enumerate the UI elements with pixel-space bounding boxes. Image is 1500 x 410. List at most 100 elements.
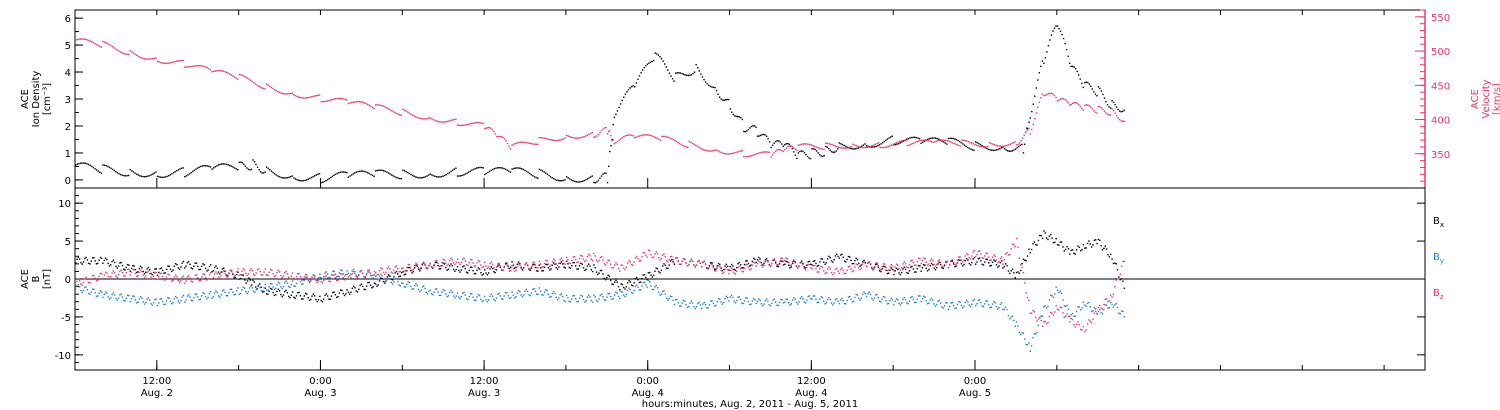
density-point: [1062, 37, 1065, 40]
bx-point: [402, 271, 404, 273]
bz-point: [108, 277, 111, 280]
velocity-point: [241, 74, 244, 77]
by-point: [282, 285, 285, 288]
density-point: [612, 123, 614, 126]
bx-point: [995, 264, 998, 266]
bz-point: [429, 262, 431, 265]
density-point: [859, 146, 861, 148]
velocity-point: [288, 93, 290, 95]
density-point: [426, 175, 428, 177]
bx-point: [443, 263, 446, 265]
bx-point: [333, 291, 335, 293]
velocity-point: [567, 135, 569, 137]
by-point: [872, 299, 874, 301]
bx-point: [272, 291, 274, 294]
by-point: [967, 301, 969, 303]
density-point: [1097, 86, 1100, 88]
bz-point: [1108, 300, 1111, 302]
bz-point: [398, 270, 400, 273]
bx-point: [745, 260, 747, 262]
by-point: [100, 291, 103, 293]
by-point: [307, 279, 309, 282]
bx-point: [1006, 264, 1008, 267]
bx-point: [132, 264, 134, 267]
velocity-point: [1040, 97, 1042, 99]
velocity-point: [551, 139, 553, 141]
velocity-point: [825, 142, 827, 144]
density-point: [715, 89, 718, 92]
velocity-point: [778, 148, 780, 151]
by-point: [887, 302, 890, 305]
bx-point: [256, 288, 258, 290]
bx-point: [376, 285, 378, 287]
density-point: [193, 169, 196, 171]
bz-point: [102, 277, 104, 280]
by-point: [329, 277, 331, 279]
bz-point: [512, 268, 515, 270]
velocity-point: [494, 133, 497, 135]
bz-point: [863, 261, 865, 263]
velocity-point: [559, 139, 561, 141]
density-point: [991, 149, 993, 151]
density-point: [140, 175, 143, 178]
bz-point: [211, 278, 213, 280]
bz-point: [754, 262, 756, 264]
bz-point: [324, 276, 326, 278]
bz-point: [354, 272, 356, 275]
bz-point: [1024, 282, 1026, 284]
bx-point: [511, 261, 513, 263]
bz-point: [1058, 309, 1060, 311]
bz-point: [564, 263, 567, 265]
bx-point: [116, 267, 118, 269]
by-point: [837, 300, 839, 303]
bz-point: [677, 260, 679, 262]
left-y-axis-label: ACE: [20, 89, 31, 109]
right-y-axis-label: [km/s]: [1492, 83, 1500, 115]
by-point: [317, 277, 320, 279]
by-point: [706, 307, 708, 309]
bx-point: [873, 266, 876, 269]
density-point: [334, 173, 337, 176]
velocity-point: [930, 140, 933, 143]
velocity-point: [113, 47, 115, 49]
bz-point: [160, 272, 163, 275]
density-point: [681, 72, 683, 75]
velocity-point: [797, 144, 800, 146]
by-point: [102, 296, 104, 299]
bz-point: [171, 280, 173, 282]
bz-point: [1089, 320, 1091, 322]
bx-point: [269, 287, 272, 290]
by-point: [725, 295, 728, 298]
bx-point: [255, 286, 257, 288]
bz-point: [290, 275, 292, 278]
bx-point: [559, 262, 561, 265]
bx-point: [504, 262, 507, 265]
velocity-point: [1035, 112, 1038, 114]
bz-point: [545, 259, 547, 262]
density-point: [1019, 144, 1021, 147]
density-point: [415, 176, 417, 178]
bx-point: [138, 267, 141, 270]
by-point: [149, 299, 151, 301]
by-point: [451, 291, 454, 294]
by-point: [78, 286, 81, 288]
bz-point: [497, 263, 499, 265]
velocity-point: [597, 133, 600, 136]
by-point: [167, 297, 169, 299]
by-point: [295, 282, 298, 285]
by-point: [1082, 301, 1085, 303]
bz-point: [733, 272, 735, 274]
bz-point: [478, 260, 481, 263]
bx-point: [555, 266, 557, 269]
by-point: [428, 290, 430, 293]
by-point: [945, 302, 947, 304]
density-point: [535, 176, 537, 179]
bx-point: [920, 270, 922, 272]
bx-point: [830, 260, 833, 262]
bz-point: [449, 259, 451, 262]
bx-point: [323, 298, 325, 300]
bx-point: [587, 263, 590, 265]
bx-point: [1030, 248, 1033, 251]
by-point: [217, 295, 220, 297]
bx-point: [551, 264, 554, 267]
